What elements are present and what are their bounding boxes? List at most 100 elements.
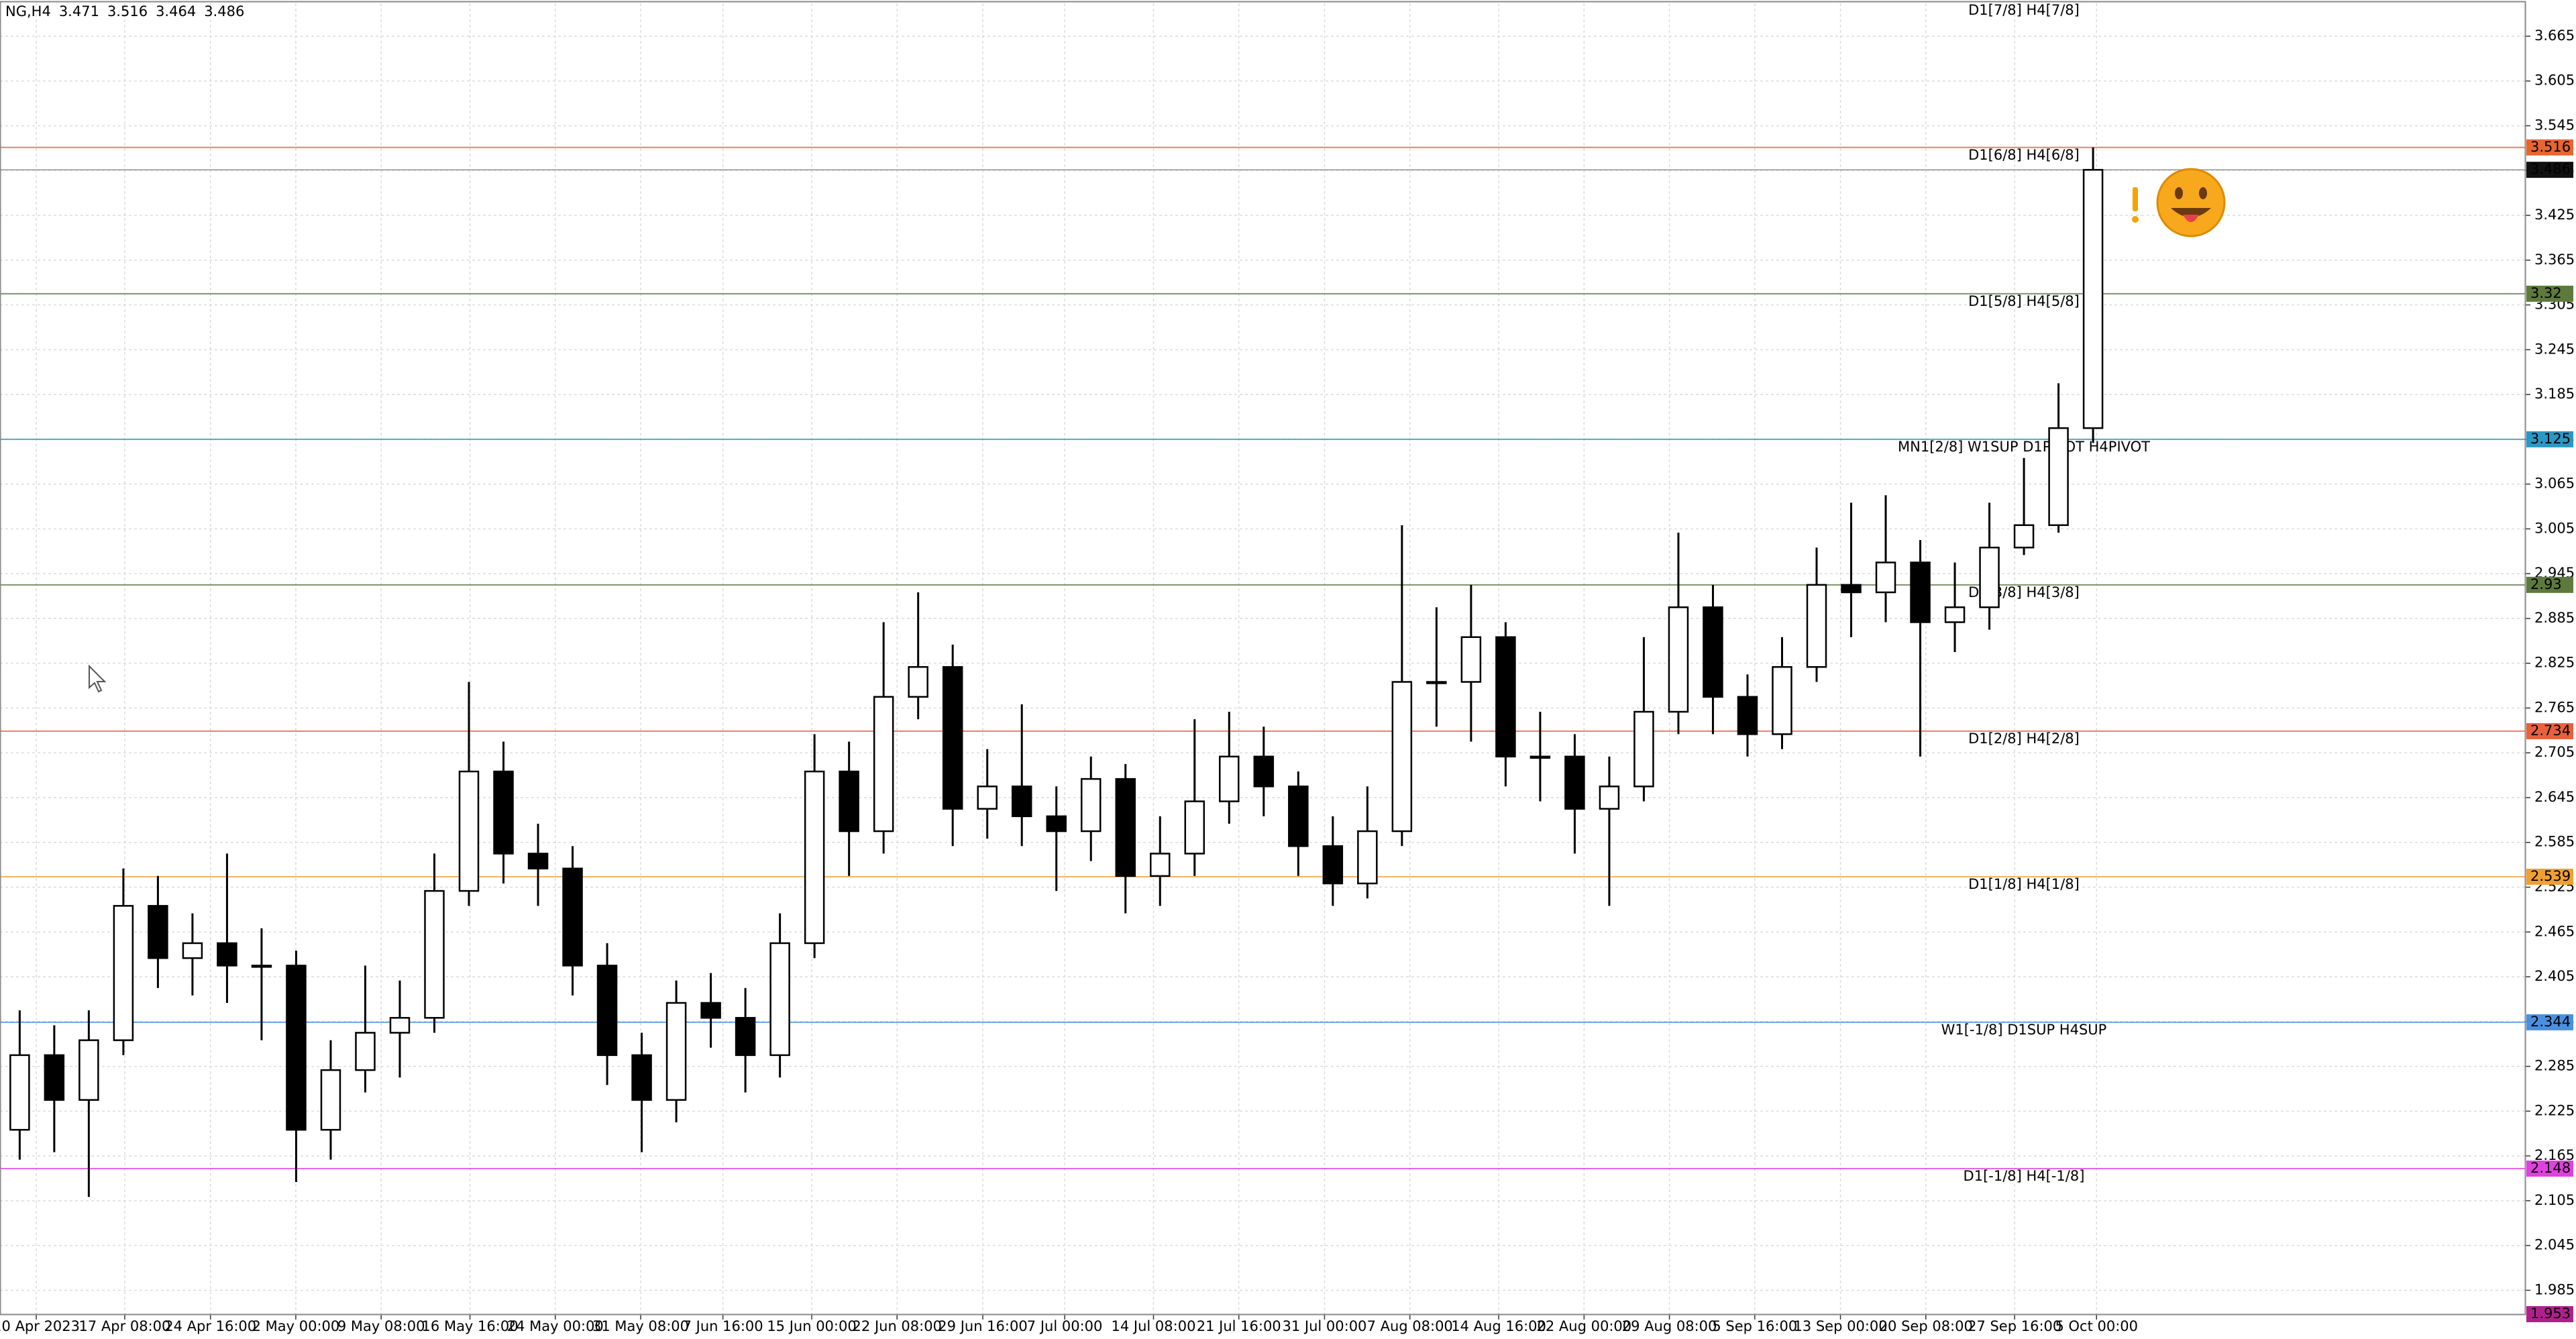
candle-body — [527, 853, 549, 869]
candle-body — [2082, 168, 2104, 429]
y-tick-label: 2.645 — [2534, 789, 2575, 805]
candle-body — [78, 1039, 99, 1101]
candle-body — [9, 1054, 30, 1131]
price-box-label: 3.486 — [2530, 161, 2571, 177]
candle-body — [1322, 845, 1344, 885]
levels-layer: D1[6/8] H4[6/8] D1[5/8] H4[5/8] MN1[2/8] W… — [0, 2, 2525, 1184]
header-value: 3.516 — [107, 3, 148, 19]
candle-body — [1253, 755, 1275, 788]
candle-body — [1495, 636, 1516, 758]
y-tick-label: 3.365 — [2534, 252, 2575, 268]
candle-body — [148, 905, 168, 959]
y-tick-label: 2.225 — [2534, 1102, 2575, 1118]
y-tick-label: 3.065 — [2534, 476, 2575, 492]
candle-body — [908, 665, 928, 698]
x-tick-label: 29 Jun 16:00 — [938, 1318, 1027, 1334]
candle-body — [631, 1054, 652, 1101]
price-box — [2526, 868, 2573, 885]
candle-body — [2048, 427, 2069, 527]
y-tick-label: 2.705 — [2534, 744, 2575, 760]
x-tick-label: 7 Jul 00:00 — [1027, 1318, 1103, 1334]
candle-body — [1219, 755, 1240, 802]
candle-body — [1875, 561, 1896, 594]
symbol: NG,H4 — [5, 3, 51, 19]
candle-body — [700, 1002, 721, 1019]
x-tick-label: 16 May 16:00 — [422, 1318, 519, 1334]
candle-body — [1080, 778, 1102, 833]
level-label: D1[2/8] H4[2/8] — [1968, 731, 2080, 747]
y-tick-label: 2.105 — [2534, 1192, 2575, 1208]
price-box-label: 2.344 — [2530, 1014, 2571, 1030]
candle-body — [44, 1054, 65, 1101]
mouse-cursor — [89, 664, 107, 693]
candle-body — [1391, 681, 1413, 833]
candle-body — [804, 770, 825, 945]
y-tick-label: 2.465 — [2534, 923, 2575, 939]
candle-body — [1910, 561, 1931, 623]
price-box — [2526, 1014, 2573, 1030]
candle-body — [286, 965, 307, 1131]
candle-body — [355, 1032, 376, 1071]
smiley-tongue — [2183, 215, 2199, 222]
y-tick-label: 2.405 — [2534, 968, 2575, 984]
x-tick-label: 5 Oct 00:00 — [2055, 1318, 2138, 1334]
x-tick-label: 24 Apr 16:00 — [164, 1318, 256, 1334]
candle-body — [1150, 853, 1171, 877]
candle-body — [1564, 755, 1585, 810]
x-tick-label: 14 Aug 16:00 — [1451, 1318, 1546, 1334]
axes-layer: 3.6653.6053.5453.4853.4253.3653.3053.245… — [0, 28, 2575, 1334]
x-tick-label: 22 Jun 08:00 — [853, 1318, 942, 1334]
alert-icon — [2132, 187, 2139, 223]
y-tick-label: 2.285 — [2534, 1058, 2575, 1074]
price-box — [2526, 1306, 2573, 1322]
alert-dot — [2132, 216, 2139, 223]
y-tick-label: 1.985 — [2534, 1281, 2575, 1297]
candle-body — [1979, 546, 2000, 608]
x-tick-label: 7 Jun 16:00 — [683, 1318, 763, 1334]
y-tick-label: 3.185 — [2534, 386, 2575, 402]
candle-body — [769, 942, 790, 1057]
candle-body — [251, 965, 272, 968]
price-box-label: 1.953 — [2530, 1305, 2571, 1322]
price-box-label: 2.148 — [2530, 1160, 2571, 1176]
candle-body — [596, 965, 618, 1057]
price-box — [2526, 722, 2573, 739]
price-box — [2526, 431, 2573, 447]
candle-body — [389, 1016, 411, 1034]
price-box-label: 3.32 — [2530, 285, 2562, 301]
y-tick-label: 3.605 — [2534, 72, 2575, 89]
price-box-label: 3.516 — [2530, 139, 2571, 155]
candle-body — [1184, 800, 1205, 855]
candle-body — [1011, 786, 1032, 818]
smiley-mouth — [2171, 208, 2211, 217]
candle-body — [839, 770, 859, 833]
candle-body — [562, 867, 583, 967]
candle-body — [665, 1002, 687, 1101]
candle-body — [977, 786, 998, 810]
smiley-face — [2156, 168, 2226, 237]
header: NG,H4 3.471 3.516 3.464 3.486 — [5, 3, 244, 19]
x-tick-label: 5 Sep 16:00 — [1712, 1318, 1797, 1334]
candle-body — [1357, 830, 1378, 885]
candles-layer — [9, 147, 2104, 1197]
candle-body — [735, 1016, 756, 1057]
candle-body — [1046, 815, 1067, 833]
x-tick-label: 29 Aug 08:00 — [1622, 1318, 1717, 1334]
candle-body — [1599, 786, 1620, 810]
candle-body — [1737, 696, 1758, 735]
candle-body — [2013, 524, 2035, 549]
candle-body — [1703, 606, 1723, 698]
x-tick-label: 20 Sep 08:00 — [1879, 1318, 1973, 1334]
candle-body — [1944, 606, 1966, 623]
price-box — [2526, 162, 2573, 178]
candle-body — [1841, 584, 1862, 594]
y-tick-label: 3.425 — [2534, 207, 2575, 223]
y-tick-label: 2.765 — [2534, 699, 2575, 715]
x-tick-label: 27 Sep 16:00 — [1968, 1318, 2061, 1334]
candle-body — [113, 905, 134, 1041]
plot-frame — [0, 1, 2526, 1316]
candle-body — [1806, 584, 1827, 668]
candle-body — [458, 770, 480, 892]
level-label: D1[6/8] H4[6/8] — [1968, 147, 2080, 163]
